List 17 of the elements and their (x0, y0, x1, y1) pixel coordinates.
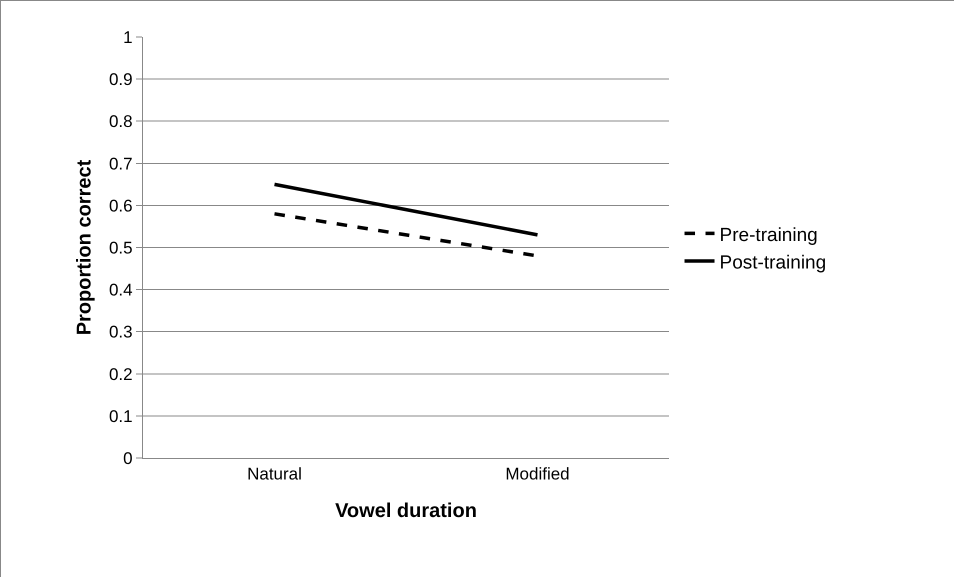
y-tick-label: 0.8 (108, 112, 133, 132)
y-tick-label: 0.6 (108, 196, 133, 216)
y-tick-label: 0.2 (108, 364, 133, 384)
y-tick-label: 0.7 (108, 154, 133, 174)
legend-label: Pre-training (720, 224, 818, 246)
x-tick-label: Natural (247, 464, 302, 484)
y-tick-label: 0 (123, 448, 133, 468)
y-tick-label: 0.3 (108, 322, 133, 342)
x-axis-title: Vowel duration (335, 500, 477, 522)
y-tick-label: 0.5 (108, 238, 133, 258)
y-tick-label: 0.1 (108, 406, 133, 426)
y-tick-label: 0.9 (108, 70, 133, 90)
y-axis-title: Proportion correct (73, 159, 96, 336)
y-tick-label: 0.4 (108, 280, 133, 300)
y-tick-label: 1 (123, 28, 133, 47)
legend-label: Post-training (720, 252, 826, 274)
x-tick-label: Modified (505, 464, 570, 484)
